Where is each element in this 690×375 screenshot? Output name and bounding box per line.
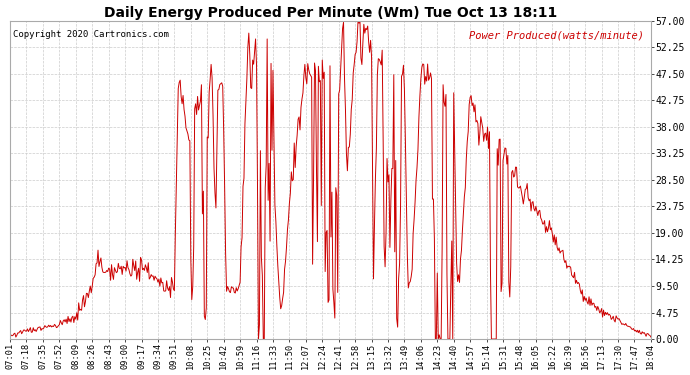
Text: Copyright 2020 Cartronics.com: Copyright 2020 Cartronics.com bbox=[13, 30, 169, 39]
Title: Daily Energy Produced Per Minute (Wm) Tue Oct 13 18:11: Daily Energy Produced Per Minute (Wm) Tu… bbox=[104, 6, 557, 20]
Text: Power Produced(watts/minute): Power Produced(watts/minute) bbox=[469, 30, 644, 40]
